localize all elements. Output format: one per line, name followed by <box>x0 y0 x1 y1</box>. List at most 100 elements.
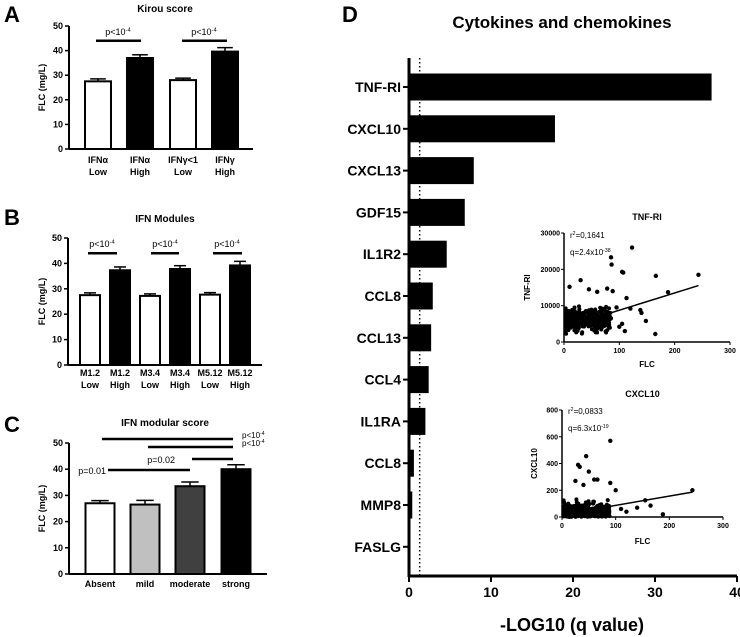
inset-cxcl10-title: CXCL10 <box>625 389 660 399</box>
panel-b-ytick-label: 50 <box>52 233 62 243</box>
panel-a-category-label: IFNα <box>88 155 108 165</box>
panel-d-bar <box>409 282 433 310</box>
panel-b-bar <box>79 294 101 366</box>
panel-a-ytick-label: 40 <box>53 46 63 56</box>
panel-b-category-label: M1.2 <box>80 368 100 378</box>
inset-tnf-ri-xtick-label: 300 <box>724 348 736 355</box>
panel-b-ytick-label: 40 <box>52 258 62 268</box>
inset-cxcl10-xlabel: FLC <box>635 537 651 546</box>
panel-b-category-label: Low <box>201 380 220 390</box>
inset-tnf-ri-point <box>570 307 575 312</box>
inset-tnf-ri-point <box>599 306 604 311</box>
panel-b-bar <box>109 269 131 366</box>
inset-cxcl10-point <box>584 511 589 516</box>
inset-tnf-ri-point <box>607 306 612 311</box>
inset-tnf-ri-point <box>696 272 701 277</box>
inset-cxcl10-xtick-label: 300 <box>717 523 729 530</box>
inset-cxcl10-point <box>564 504 569 509</box>
inset-tnf-ri-ytick-label: 0 <box>556 340 560 347</box>
inset-tnf-ri-point <box>621 270 626 275</box>
panel-b-bar <box>169 267 191 367</box>
inset-tnf-ri-ytick-label: 10000 <box>541 303 561 310</box>
inset-tnf-ri-point <box>571 323 576 328</box>
inset-cxcl10-point <box>624 509 629 514</box>
panel-c-bar <box>174 485 206 576</box>
panel-d-category-label: GDF15 <box>356 204 401 220</box>
panel-d-category-label: CXCL13 <box>347 163 401 179</box>
inset-tnf-ri-ylabel: TNF-RI <box>523 274 532 300</box>
inset-cxcl10-point <box>577 508 582 513</box>
inset-cxcl10-points <box>561 438 695 519</box>
panel-c-ytick-label: 10 <box>53 543 63 553</box>
panel-b-category-label: M1.2 <box>110 368 130 378</box>
inset-tnf-ri-point <box>584 318 589 323</box>
panel-b-title: IFN Modules <box>135 214 195 225</box>
inset-cxcl10-xtick-label: 0 <box>560 523 564 530</box>
panel-c-bar <box>84 502 116 576</box>
inset-cxcl10-ytick-label: 200 <box>546 488 558 495</box>
panel-d-category-label: FASLG <box>354 539 401 555</box>
panel-c-title: IFN modular score <box>121 418 209 429</box>
panel-d-xlabel: -LOG10 (q value) <box>500 615 644 635</box>
panel-b-category-label: Low <box>141 380 160 390</box>
inset-tnf-ri-point <box>602 316 607 321</box>
panel-d-xtick-label: 10 <box>483 584 499 600</box>
inset-cxcl10-point <box>565 511 570 516</box>
inset-cxcl10-point <box>618 506 624 512</box>
inset-tnf-ri-point <box>563 328 568 333</box>
inset-cxcl10-point <box>578 511 583 516</box>
panel-d-title: Cytokines and chemokines <box>452 13 671 32</box>
inset-tnf-ri-xtick-label: 100 <box>613 348 625 355</box>
inset-cxcl10-point <box>583 453 589 459</box>
inset-tnf-ri-point <box>598 325 603 330</box>
inset-cxcl10-ytick-label: 800 <box>546 408 558 415</box>
inset-tnf-ri-point <box>577 313 582 318</box>
panel-b-category-label: Low <box>81 380 100 390</box>
panel-letter-c: C <box>4 412 20 437</box>
panel-d-bar <box>409 198 465 226</box>
inset-cxcl10-ytick-label: 600 <box>546 434 558 441</box>
panel-a-bar <box>169 79 197 150</box>
inset-cxcl10-point <box>572 511 577 516</box>
panel-a-category-label: High <box>130 167 150 177</box>
inset-tnf-ri-point <box>603 329 608 334</box>
panel-c-bar <box>129 503 161 576</box>
panel-b-bar <box>139 294 161 366</box>
panel-b-p-value: p<10-4 <box>214 239 240 249</box>
panel-b-ytick-label: 10 <box>52 335 62 345</box>
inset-tnf-ri-point <box>653 331 658 337</box>
panel-a-category-label: IFNγ <box>215 155 235 165</box>
panel-d-xtick-label: 20 <box>565 584 581 600</box>
panel-c-p-value: p=0.01 <box>78 466 106 476</box>
inset-tnf-ri-point <box>576 321 581 326</box>
panel-a-bar <box>84 80 112 150</box>
panel-d-bar <box>409 366 429 394</box>
panel-a-bar <box>211 50 239 150</box>
inset-tnf-ri-point <box>585 310 590 315</box>
panel-b-category-label: High <box>110 380 130 390</box>
panel-d-bar <box>409 115 555 143</box>
inset-cxcl10-point <box>581 482 586 488</box>
inset-tnf-ri-point <box>643 318 649 324</box>
inset-tnf-ri-r-squared: r2=0,1641 <box>570 231 605 240</box>
inset-tnf-ri-regression-line <box>602 284 699 317</box>
inset-tnf-ri-point <box>614 305 619 310</box>
panel-a-ytick-label: 30 <box>53 70 63 80</box>
inset-cxcl10-point <box>566 501 571 506</box>
inset-cxcl10-ylabel: CXCL10 <box>530 448 539 479</box>
panel-d-category-label: IL1R2 <box>363 246 401 262</box>
inset-tnf-ri-point <box>653 273 659 279</box>
inset-cxcl10-point <box>591 501 596 506</box>
inset-tnf-ri-point <box>619 321 625 327</box>
panel-c-ytick-label: 50 <box>53 438 63 448</box>
panel-b-bar <box>229 264 251 367</box>
inset-tnf-ri-point <box>568 319 573 324</box>
inset-cxcl10-point <box>613 488 618 493</box>
inset-tnf-ri-point <box>572 314 577 319</box>
panel-d-bar <box>409 73 712 101</box>
panel-d-bar <box>409 407 426 435</box>
panel-letter-b: B <box>4 205 20 230</box>
panel-d-category-label: CXCL10 <box>347 121 401 137</box>
panel-a-ylabel: FLC (mg/L) <box>37 64 47 112</box>
panel-b-category-label: High <box>170 380 190 390</box>
